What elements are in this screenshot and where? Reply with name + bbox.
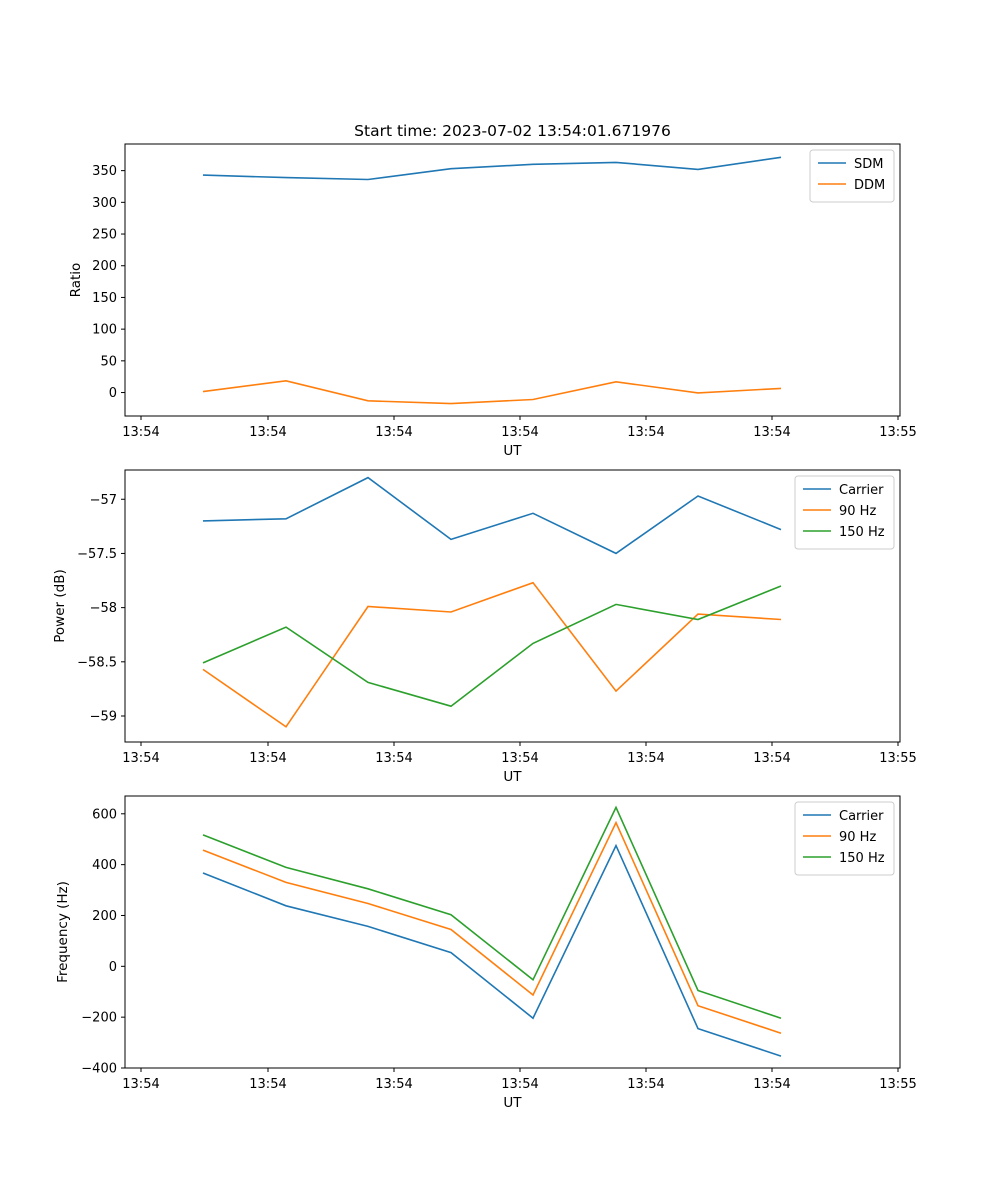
series-line-150-hz	[202, 585, 782, 708]
power-panel: −57 −57.5 −58 −58.5 −59 13:54 13:54 13:54 13:54 1…	[52, 469, 917, 785]
x-tick-label: 13:54	[627, 1077, 664, 1092]
x-tick-label: 13:54	[627, 751, 664, 766]
y-tick-label: −200	[81, 1011, 117, 1026]
legend-label: 90 Hz	[839, 830, 876, 845]
y-tick-label: 150	[92, 291, 117, 306]
series-line-ddm	[202, 379, 782, 405]
x-tick-label: 13:54	[249, 425, 286, 440]
legend-label: SDM	[854, 157, 883, 172]
series-line-sdm	[202, 156, 782, 181]
x-tick-label: 13:54	[375, 425, 412, 440]
series-line-90-hz	[202, 581, 782, 728]
series-line-carrier	[202, 476, 782, 555]
axes-frame	[124, 143, 901, 417]
x-tick-label: 13:54	[122, 425, 159, 440]
ratio-panel: 0 50 100 150 200 250 300 350 13:54 13:54 13:54 13:5…	[68, 143, 917, 459]
y-tick-label: 0	[109, 960, 117, 975]
y-axis-label: Ratio	[68, 263, 84, 298]
x-axis-label: UT	[503, 769, 522, 785]
y-tick-label: 400	[92, 858, 117, 873]
x-tick-label: 13:54	[627, 425, 664, 440]
y-tick-label: −57	[90, 493, 117, 508]
y-tick-label: 200	[92, 259, 117, 274]
series-line-150-hz	[202, 805, 782, 1019]
axes-frame	[124, 469, 901, 743]
legend-label: Carrier	[839, 809, 884, 824]
y-tick-label: −59	[90, 709, 117, 724]
legend-label: DDM	[854, 178, 885, 193]
y-tick-label: 350	[92, 164, 117, 179]
legend-label: Carrier	[839, 483, 884, 498]
axes-frame	[124, 795, 901, 1069]
y-tick-label: −400	[81, 1062, 117, 1077]
legend-label: 150 Hz	[839, 851, 885, 866]
y-tick-label: −58	[90, 601, 117, 616]
x-tick-label: 13:54	[501, 425, 538, 440]
x-tick-label: 13:54	[122, 751, 159, 766]
x-axis-label: UT	[503, 443, 522, 459]
y-tick-label: 600	[92, 807, 117, 822]
x-tick-label: 13:54	[375, 1077, 412, 1092]
x-tick-label: 13:55	[879, 425, 916, 440]
x-tick-label: 13:54	[249, 751, 286, 766]
y-tick-label: −58.5	[77, 655, 117, 670]
y-tick-label: 300	[92, 196, 117, 211]
x-tick-label: 13:54	[249, 1077, 286, 1092]
x-tick-label: 13:54	[501, 751, 538, 766]
frequency-panel: −400 −200 0 200 400 600 13:54 13:54 13:54 13:54 13…	[55, 795, 917, 1111]
y-axis-label: Frequency (Hz)	[55, 881, 71, 983]
y-tick-label: 100	[92, 323, 117, 338]
y-tick-label: 250	[92, 228, 117, 243]
x-tick-label: 13:55	[879, 1077, 916, 1092]
legend-label: 150 Hz	[839, 525, 885, 540]
x-tick-label: 13:54	[753, 1077, 790, 1092]
y-tick-label: −57.5	[77, 547, 117, 562]
y-tick-label: 50	[100, 354, 117, 369]
series-line-90-hz	[202, 820, 782, 1034]
y-tick-label: 200	[92, 909, 117, 924]
x-tick-label: 13:54	[753, 751, 790, 766]
x-axis-label: UT	[503, 1095, 522, 1111]
x-tick-label: 13:54	[375, 751, 412, 766]
y-tick-label: 0	[109, 386, 117, 401]
legend-label: 90 Hz	[839, 504, 876, 519]
x-tick-label: 13:55	[879, 751, 916, 766]
x-tick-label: 13:54	[501, 1077, 538, 1092]
x-tick-label: 13:54	[122, 1077, 159, 1092]
y-axis-label: Power (dB)	[52, 569, 68, 642]
figure-title: Start time: 2023-07-02 13:54:01.671976	[354, 122, 671, 140]
x-tick-label: 13:54	[753, 425, 790, 440]
series-line-carrier	[202, 843, 782, 1057]
